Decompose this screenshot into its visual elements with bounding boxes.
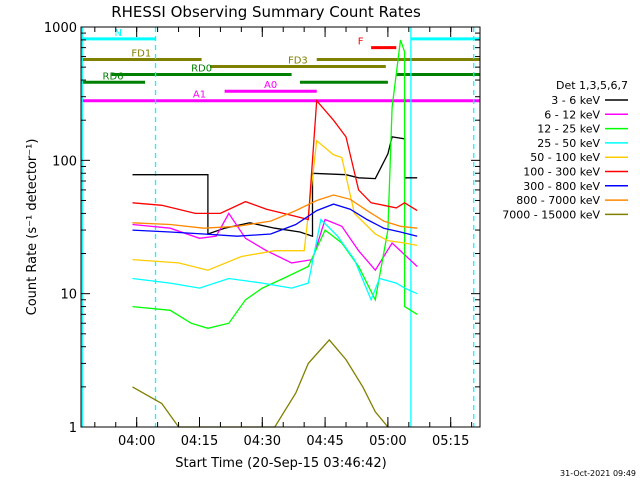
legend-label: 300 - 800 keV [523, 180, 600, 193]
series-line-3 [132, 39, 418, 329]
legend-label: 50 - 100 keV [530, 151, 600, 164]
x-tick-label: 04:30 [244, 434, 281, 449]
x-tick-label: 04:00 [118, 434, 155, 449]
y-tick-label: 100 [52, 154, 77, 169]
mode-bar-label-n: N [115, 28, 122, 39]
legend-label: 3 - 6 keV [551, 94, 600, 107]
chart-title: RHESSI Observing Summary Count Rates [111, 3, 421, 21]
series-line-9 [132, 338, 389, 428]
x-tick-label: 05:15 [432, 434, 469, 449]
x-tick-label: 04:15 [181, 434, 218, 449]
y-tick-label: 10 [60, 288, 77, 303]
axes: 1 10 100 1000 04:00 04:15 04:30 04:45 05:00 05:15 [44, 21, 480, 449]
legend-label: 6 - 12 keV [544, 108, 600, 121]
footer-date: 31-Oct-2021 09:49 [560, 469, 636, 478]
mode-bar-label-f: F [358, 37, 364, 48]
mode-bar-label-fd1: FD1 [131, 49, 151, 60]
series-line-2 [132, 212, 418, 272]
series-line-7 [132, 203, 418, 237]
x-axis-title: Start Time (20-Sep-15 03:46:42) [175, 456, 386, 471]
y-axis-title: Count Rate (s⁻¹ detector⁻¹) [25, 139, 40, 316]
mode-bars: N F FD1 FD3 RD0 RD6 A0 A1 [81, 28, 480, 103]
series-line-5 [132, 139, 418, 271]
mode-bar-label-a0: A0 [264, 80, 277, 91]
mode-bar-label-rd6: RD6 [103, 71, 124, 82]
mode-bar-label-rd0: RD0 [191, 64, 212, 75]
legend-label: 12 - 25 keV [537, 123, 600, 136]
x-tick-label: 05:00 [369, 434, 406, 449]
legend-title: Det 1,3,5,6,7 [556, 79, 628, 92]
series-line-8 [132, 194, 418, 229]
series-line-4 [132, 218, 418, 302]
series-line-6 [132, 99, 418, 221]
legend-label: 7000 - 15000 keV [502, 208, 600, 221]
series-lines [132, 39, 418, 428]
legend-label: 100 - 300 keV [523, 166, 600, 179]
x-tick-label: 04:45 [306, 434, 343, 449]
mode-bar-label-a1: A1 [193, 90, 206, 101]
plot-frame [80, 26, 481, 428]
mode-bar-label-fd3: FD3 [288, 56, 308, 67]
y-tick-label: 1000 [44, 21, 77, 36]
legend-label: 800 - 7000 keV [516, 194, 600, 207]
y-tick-label: 1 [69, 421, 77, 436]
legend-label: 25 - 50 keV [537, 137, 600, 150]
